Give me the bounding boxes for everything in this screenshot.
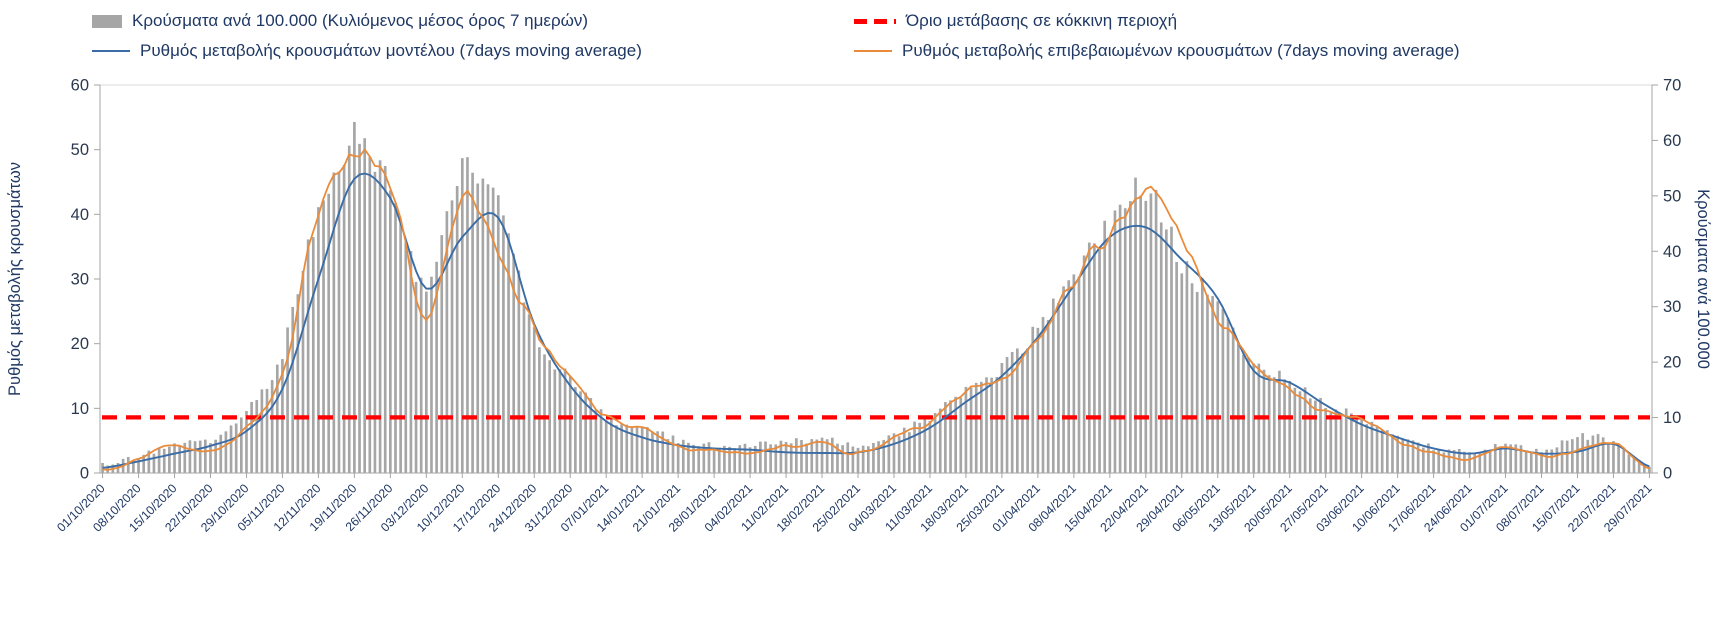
- svg-text:60: 60: [1663, 132, 1681, 150]
- svg-text:60: 60: [71, 76, 89, 94]
- svg-text:20: 20: [1663, 354, 1681, 372]
- chart-legend: Κρούσματα ανά 100.000 (Κυλιόμενος μέσος …: [0, 0, 1712, 63]
- right-axis-ticks: 0 10 20 30 40 50 60 70: [1652, 76, 1681, 482]
- legend-label-cases-per-100k: Κρούσματα ανά 100.000 (Κυλιόμενος μέσος …: [132, 11, 589, 30]
- right-axis-title: Κρούσματα ανά 100.000: [1694, 189, 1712, 369]
- svg-text:50: 50: [71, 141, 89, 159]
- confirmed-line-path: [102, 148, 1650, 471]
- plot-area: 0 10 20 30 40 50 60 0 10 20 30 40 50 60 70 01/10/202008…: [6, 76, 1712, 535]
- svg-text:0: 0: [80, 464, 89, 482]
- left-axis-title: Ρυθμός μεταβολής κρουσμάτων: [6, 162, 24, 396]
- svg-text:10: 10: [71, 400, 89, 418]
- model-line-marker: [92, 50, 130, 53]
- left-axis-ticks: 0 10 20 30 40 50 60: [71, 76, 100, 482]
- x-axis-labels: 01/10/202008/10/202015/10/202022/10/2020…: [54, 472, 1655, 535]
- bars-group: [101, 121, 1651, 473]
- svg-text:30: 30: [1663, 298, 1681, 316]
- legend-item-threshold: Όριο μετάβασης σε κόκκινη περιοχή: [854, 10, 1712, 33]
- svg-text:10: 10: [1663, 409, 1681, 427]
- legend-item-model-rate: Ρυθμός μεταβολής κρουσμάτων μοντέλου (7d…: [92, 40, 854, 63]
- svg-text:40: 40: [71, 206, 89, 224]
- legend-item-confirmed-rate: Ρυθμός μεταβολής επιβεβαιωμένων κρουσμάτ…: [854, 40, 1712, 63]
- confirmed-line-marker: [854, 50, 892, 53]
- svg-text:30: 30: [71, 270, 89, 288]
- legend-item-cases-per-100k: Κρούσματα ανά 100.000 (Κυλιόμενος μέσος …: [92, 10, 854, 33]
- bar-series-marker: [92, 14, 122, 28]
- svg-text:20: 20: [71, 335, 89, 353]
- legend-label-model-rate: Ρυθμός μεταβολής κρουσμάτων μοντέλου (7d…: [140, 40, 642, 60]
- threshold-line-marker: [854, 19, 896, 24]
- svg-text:0: 0: [1663, 464, 1672, 482]
- svg-text:70: 70: [1663, 76, 1681, 94]
- svg-text:40: 40: [1663, 243, 1681, 261]
- legend-label-threshold: Όριο μετάβασης σε κόκκινη περιοχή: [906, 11, 1178, 30]
- svg-text:50: 50: [1663, 187, 1681, 205]
- legend-label-confirmed-rate: Ρυθμός μεταβολής επιβεβαιωμένων κρουσμάτ…: [902, 40, 1460, 60]
